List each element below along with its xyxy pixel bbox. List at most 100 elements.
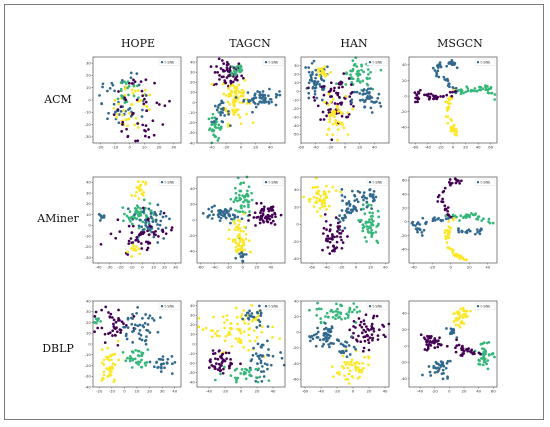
scatter-point <box>254 379 258 383</box>
scatter-point <box>135 245 138 249</box>
scatter-point <box>447 225 451 229</box>
scatter-point <box>365 205 369 209</box>
scatter-point <box>222 62 226 65</box>
y-tick-label: -20 <box>85 122 92 127</box>
scatter-point <box>341 216 345 220</box>
scatter-point <box>344 363 348 366</box>
legend-marker <box>368 61 372 64</box>
scatter-point <box>373 101 377 104</box>
scatter-point <box>161 123 165 126</box>
scatter-point <box>213 134 217 138</box>
scatter-point <box>280 356 284 360</box>
x-tick-label: 40 <box>172 389 177 394</box>
row-title-dblp: DBLP <box>42 342 74 355</box>
scatter-point <box>470 348 474 352</box>
y-tick-label: 30 <box>190 69 195 74</box>
scatter-point <box>367 328 371 332</box>
scatter-point <box>261 365 264 368</box>
scatter-point <box>217 103 221 107</box>
scatter-point <box>227 237 231 241</box>
scatter-point <box>138 337 142 341</box>
scatter-point <box>351 90 354 94</box>
scatter-point <box>110 81 114 85</box>
scatter-point <box>356 376 360 380</box>
scatter-point <box>367 356 371 360</box>
scatter-point <box>222 69 225 73</box>
scatter-point <box>263 362 267 366</box>
scatter-point <box>356 79 359 83</box>
scatter-point <box>259 311 263 315</box>
scatter-point <box>347 382 351 385</box>
scatter-point <box>346 207 350 210</box>
scatter-point <box>159 210 163 213</box>
scatter-point <box>309 73 313 77</box>
scatter-point <box>102 363 106 366</box>
scatter-point <box>145 361 149 364</box>
scatter-point <box>314 86 318 89</box>
scatter-point <box>258 375 262 379</box>
scatter-point <box>345 115 348 119</box>
scatter-point <box>455 336 459 339</box>
scatter-point <box>249 250 253 254</box>
scatter-point <box>267 102 271 105</box>
x-tick-label: 20 <box>367 389 372 394</box>
scatter-point <box>260 325 264 329</box>
scatter-point <box>321 69 325 73</box>
scatter-point <box>216 71 220 74</box>
scatter-point <box>346 378 350 381</box>
scatter-point <box>337 86 341 89</box>
x-tick-label: 40 <box>476 145 481 150</box>
scatter-point <box>111 362 115 365</box>
scatter-point <box>236 322 239 326</box>
scatter-point <box>259 214 263 218</box>
scatter-point <box>255 325 259 329</box>
scatter-point <box>253 339 257 343</box>
scatter-point <box>452 320 456 323</box>
scatter-point <box>234 73 238 77</box>
scatter-point <box>263 205 266 209</box>
scatter-point <box>247 370 251 374</box>
scatter-point <box>354 365 357 368</box>
legend-box <box>366 302 388 310</box>
scatter-point <box>227 62 230 66</box>
scatter-point <box>319 214 323 218</box>
scatter-point <box>220 101 223 105</box>
scatter-point <box>232 84 236 88</box>
scatter-point <box>347 77 351 80</box>
scatter-point <box>150 230 154 234</box>
scatter-point <box>267 354 271 357</box>
scatter-point <box>110 370 113 374</box>
scatter-point <box>232 219 236 223</box>
scatter-point <box>432 364 436 368</box>
x-tick-label: 0 <box>240 389 243 394</box>
scatter-point <box>151 316 154 320</box>
scatter-point <box>364 330 368 334</box>
y-tick-label: 0 <box>404 93 407 98</box>
scatter-point <box>229 322 232 325</box>
scatter-point <box>344 377 348 381</box>
scatter-point <box>247 219 250 222</box>
scatter-point <box>372 329 376 333</box>
scatter-point <box>319 67 322 71</box>
scatter-point <box>308 197 312 201</box>
scatter-point <box>346 366 350 370</box>
scatter-point <box>465 85 469 89</box>
scatter-point <box>338 214 341 217</box>
scatter-point <box>368 95 372 98</box>
legend: t-SNE <box>158 58 180 66</box>
scatter-point <box>445 241 449 244</box>
scatter-point <box>315 200 318 203</box>
x-tick-label: -20 <box>117 265 124 270</box>
scatter-point <box>208 128 211 132</box>
scatter-point <box>426 334 429 338</box>
scatter-point <box>257 314 260 318</box>
scatter-point <box>328 240 332 244</box>
scatter-point <box>353 90 356 94</box>
scatter-point <box>332 342 335 345</box>
x-tick-label: 40 <box>372 145 377 150</box>
scatter-point <box>336 138 339 142</box>
scatter-point <box>231 213 235 217</box>
scatter-point <box>143 321 147 325</box>
